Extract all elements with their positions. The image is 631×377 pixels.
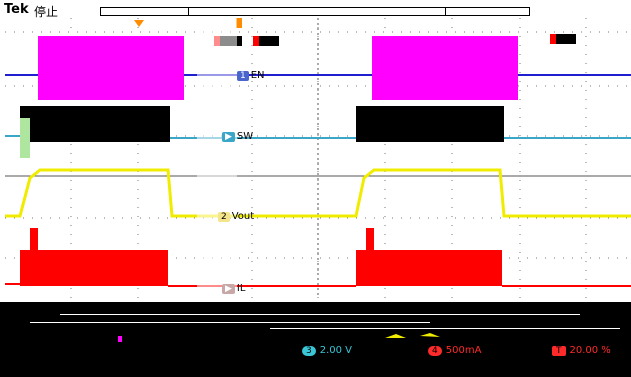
percent-badge: T [552,346,566,356]
ch4-badge: 4 [428,346,442,356]
ch-il-marker: ▶ [222,284,235,294]
ch-sw-waveform [5,106,631,158]
percent-setting[interactable]: T 20.00 % [552,345,611,356]
settings-panel: 3 2.00 V 4 500mA T 20.00 % [0,300,631,377]
ch4-scale-setting[interactable]: 4 500mA [428,345,481,356]
settings-panel-artifacts [0,300,631,342]
ch1-waveform-en [5,36,631,100]
ch1-label-en[interactable]: 1 EN [237,70,265,81]
ch-il-label[interactable]: ▶ IL [222,283,245,294]
ch3-badge: 3 [302,346,316,356]
acquisition-state: 停止 [34,5,59,19]
ch2-waveform-vout [5,168,631,218]
record-view-window[interactable] [188,7,446,16]
ch1-marker: 1 [237,71,249,81]
ch2-label-vout[interactable]: 2 Vout [218,211,254,222]
waveform-display [5,18,631,298]
ch-sw-marker: ▶ [222,132,235,142]
ch-il-waveform [5,228,631,287]
ch2-marker: 2 [218,212,230,222]
ch-sw-label[interactable]: ▶ SW [222,131,253,142]
trigger-marker [134,20,144,27]
ch3-scale-setting[interactable]: 3 2.00 V [302,345,352,356]
brand-logo: Tek [4,2,29,17]
